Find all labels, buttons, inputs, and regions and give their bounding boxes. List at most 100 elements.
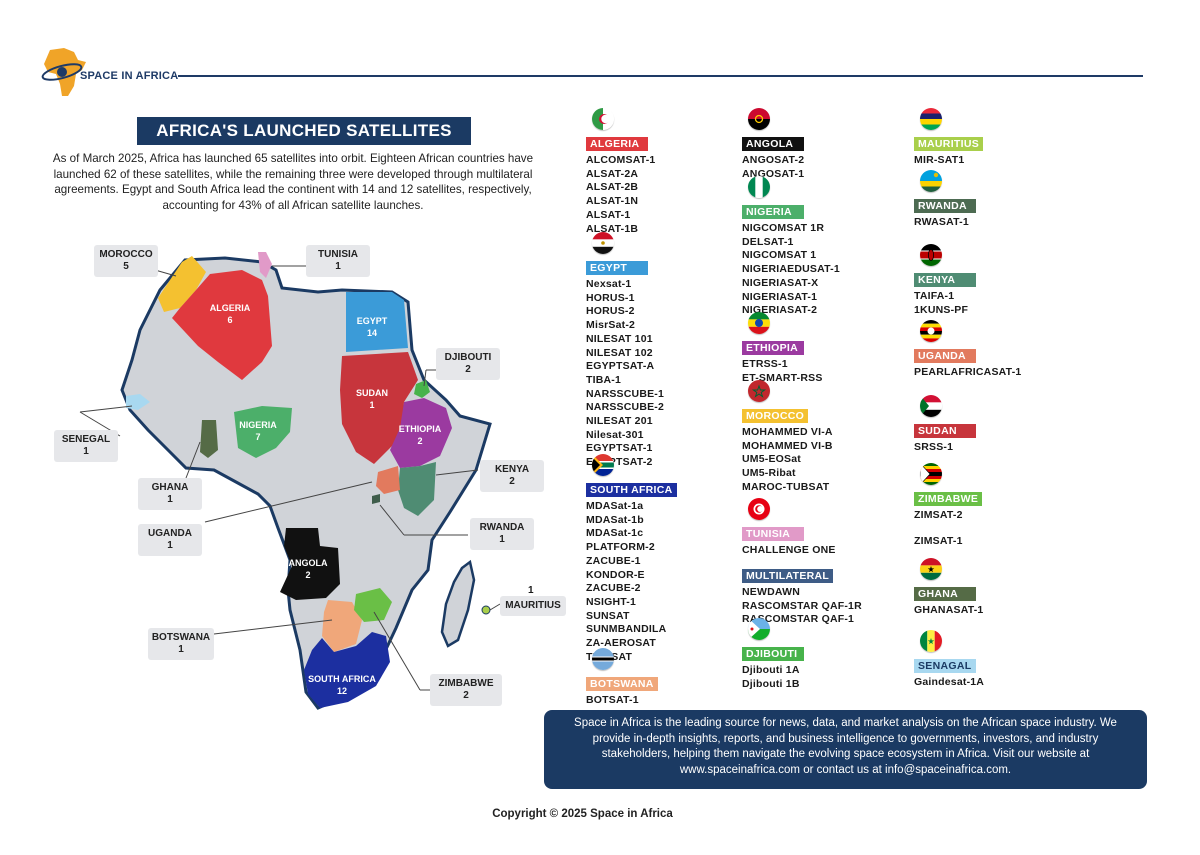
satellite-item: RASCOMSTAR QAF-1R: [742, 599, 862, 612]
satellite-item: MOHAMMED VI-A: [742, 426, 833, 438]
satellite-list: GHANASAT-1: [914, 604, 983, 618]
map-count-egypt: 14: [367, 328, 377, 338]
satellite-item: ALSAT-1: [586, 208, 631, 221]
page-title: AFRICA'S LAUNCHED SATELLITES: [137, 117, 471, 145]
sudan-flag-icon: [920, 395, 942, 417]
satellite-item: RASCOMSTAR QAF-1: [742, 613, 855, 626]
map-label-egypt: EGYPT: [357, 316, 388, 326]
callout-senegal: SENEGAL 1: [54, 430, 118, 462]
map-label-ethiopia: ETHIOPIA: [399, 424, 442, 434]
satellite-item: NIGCOMSAT 1: [742, 249, 817, 262]
mauritius-flag-icon: [920, 108, 942, 130]
rwanda-flag-icon: [920, 170, 942, 192]
satellite-item: MOHAMMED VI-B: [742, 439, 833, 452]
map-algeria: [172, 270, 272, 380]
satellite-item: NIGERIASAT-1: [742, 290, 818, 303]
callout-rwanda: RWANDA 1: [470, 518, 534, 550]
callout-zimbabwe: ZIMBABWE 2: [430, 674, 502, 706]
ghana-flag-icon: [920, 558, 942, 580]
satellite-item: CHALLENGE ONE: [742, 544, 836, 556]
satellite-item: EGYPTSAT-1: [586, 442, 653, 455]
callout-tunisia: TUNISIA 1: [306, 245, 370, 277]
country-block-south-africa: SOUTH AFRICA MDASat-1a MDASat-1b MDASat-1c P…: [586, 454, 677, 664]
callout-uganda: UGANDA 1: [138, 524, 202, 556]
tunisia-flag-icon: [748, 498, 770, 520]
satellite-item: Djibouti 1B: [742, 677, 800, 690]
satellite-list: PEARLAFRICASAT-1: [914, 366, 1021, 380]
satellite-item: NARSSCUBE-2: [586, 401, 665, 414]
map-kenya: [398, 462, 436, 516]
country-label: UGANDA: [914, 349, 976, 363]
space-in-africa-logo[interactable]: SPACE IN AFRICA: [40, 44, 190, 100]
header-divider: [178, 75, 1143, 77]
country-block-rwanda: RWANDA RWASAT-1: [914, 170, 976, 230]
country-label: MAURITIUS: [914, 137, 984, 151]
satellite-item: NILESAT 102: [586, 346, 653, 359]
satellite-item: Nilesat-301: [586, 428, 644, 441]
madagascar: [440, 559, 476, 648]
satellite-item: TIBA-1: [586, 373, 622, 386]
satellite-item: Gaindesat-1A: [914, 676, 985, 688]
satellite-item: SRSS-1: [914, 441, 954, 453]
satellite-list: NEWDAWN RASCOMSTAR QAF-1R RASCOMSTAR QAF-1: [742, 586, 862, 627]
satellite-list: Nexsat-1 HORUS-1 HORUS-2 MisrSat-2 NILESAT 1…: [586, 278, 664, 470]
country-label: MOROCCO: [742, 409, 809, 423]
satellite-item: ZACUBE-1: [586, 554, 641, 567]
country-label: SENAGAL: [914, 659, 976, 673]
country-label: EGYPT: [586, 261, 648, 275]
satellite-list: CHALLENGE ONE: [742, 544, 836, 558]
djibouti-flag-icon: [748, 618, 770, 640]
satellite-item: ALCOMSAT-1: [586, 154, 656, 166]
country-label: KENYA: [914, 273, 976, 287]
satellite-list: Djibouti 1A Djibouti 1B: [742, 664, 804, 691]
country-label: ETHIOPIA: [742, 341, 804, 355]
country-block-angola: ANGOLA ANGOSAT-2 ANGOSAT-1: [742, 108, 804, 181]
egypt-flag-icon: [592, 232, 614, 254]
map-angola: [280, 528, 340, 600]
map-zimbabwe: [354, 588, 392, 622]
satellite-list: ALCOMSAT-1 ALSAT-2A ALSAT-2B ALSAT-1N ALSAT-…: [586, 154, 655, 236]
country-block-uganda: UGANDA PEARLAFRICASAT-1: [914, 320, 1021, 380]
about-box: Space in Africa is the leading source fo…: [544, 710, 1147, 789]
africa-map-svg: ALGERIA 6 EGYPT 14 SUDAN 1 ETHIOPIA 2 NI…: [79, 252, 501, 710]
map-nigeria: [234, 406, 292, 458]
country-block-mauritius: MAURITIUS MIR-SAT1: [914, 108, 984, 168]
map-south-africa: [304, 632, 390, 708]
country-label: TUNISIA: [742, 527, 804, 541]
country-label: DJIBOUTI: [742, 647, 804, 661]
country-block-sudan: SUDAN SRSS-1: [914, 395, 976, 455]
satellite-list: Gaindesat-1A: [914, 676, 984, 690]
callout-djibouti: DJIBOUTI 2: [436, 348, 500, 380]
map-label-south-africa: SOUTH AFRICA: [308, 674, 376, 684]
callout-kenya: KENYA 2: [480, 460, 544, 492]
satellite-item: HORUS-1: [586, 291, 635, 304]
satellite-item: PLATFORM-2: [586, 541, 655, 554]
map-count-sudan: 1: [369, 400, 374, 410]
satellite-item: NIGCOMSAT 1R: [742, 222, 825, 234]
callout-mauritius: MAURITIUS: [500, 596, 566, 616]
satellite-item: NARSSCUBE-1: [586, 387, 665, 400]
satellite-item: HORUS-2: [586, 305, 635, 318]
satellite-item: ZACUBE-2: [586, 582, 641, 595]
satellite-item: ZA-AEROSAT: [586, 637, 657, 650]
satellite-item: Djibouti 1A: [742, 664, 800, 676]
satellite-item: PEARLAFRICASAT-1: [914, 366, 1022, 378]
botswana-flag-icon: [592, 648, 614, 670]
map-count-ethiopia: 2: [417, 436, 422, 446]
south-africa-flag-icon: [592, 454, 614, 476]
satellite-item: KONDOR-E: [586, 568, 645, 581]
country-label: ZIMBABWE: [914, 492, 983, 506]
satellite-item: MAROC-TUBSAT: [742, 480, 830, 493]
country-block-kenya: KENYA TAIFA-1 1KUNS-PF: [914, 244, 976, 317]
map-label-nigeria: NIGERIA: [239, 420, 277, 430]
map-ethiopia: [390, 398, 452, 468]
country-label: RWANDA: [914, 199, 976, 213]
zimbabwe-flag-icon: [920, 463, 942, 485]
uganda-flag-icon: [920, 320, 942, 342]
country-label: SUDAN: [914, 424, 976, 438]
satellite-list: RWASAT-1: [914, 216, 976, 230]
callout-ghana: GHANA 1: [138, 478, 202, 510]
algeria-flag-icon: [592, 108, 614, 130]
satellite-item: UM5-Ribat: [742, 467, 796, 480]
satellite-item: ZIMSAT-1: [914, 534, 963, 547]
